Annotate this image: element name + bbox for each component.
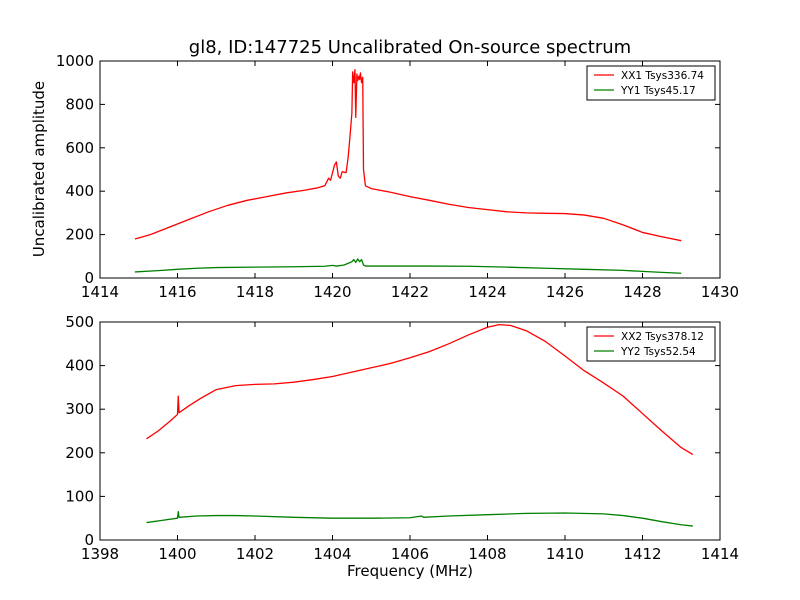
legend: XX1 Tsys336.74 YY1 Tsys45.17 bbox=[586, 65, 716, 101]
x-tick-label: 1426 bbox=[546, 283, 584, 301]
y-tick-label: 0 bbox=[84, 531, 94, 549]
x-tick-label: 1422 bbox=[391, 283, 429, 301]
x-tick-label: 1410 bbox=[546, 545, 584, 563]
x-tick-label: 1414 bbox=[81, 283, 119, 301]
legend-label: YY1 Tsys45.17 bbox=[620, 85, 696, 97]
x-tick-label: 1404 bbox=[313, 545, 351, 563]
legend-label: XX2 Tsys378.12 bbox=[621, 331, 704, 343]
x-tick-label: 1400 bbox=[158, 545, 196, 563]
y-tick-label: 400 bbox=[65, 182, 94, 200]
x-axis-label: Frequency (MHz) bbox=[347, 562, 473, 580]
x-tick-label: 1430 bbox=[701, 283, 739, 301]
y-tick-label: 200 bbox=[65, 226, 94, 244]
y-tick-label: 100 bbox=[65, 487, 94, 505]
series-line-xx2 bbox=[146, 323, 694, 456]
legend-box bbox=[586, 65, 716, 101]
bottom-spectrum-panel: 1398 1400 1402 1404 1406 1408 1410 1412 1414 0 100… bbox=[65, 313, 739, 563]
x-tick-label: 1428 bbox=[623, 283, 661, 301]
y-tick-label: 0 bbox=[84, 269, 94, 287]
series-line-yy1 bbox=[134, 258, 682, 274]
legend: XX2 Tsys378.12 YY2 Tsys52.54 bbox=[586, 326, 716, 362]
y-tick-label: 600 bbox=[65, 139, 94, 157]
y-tick-label: 500 bbox=[65, 313, 94, 331]
legend-label: YY2 Tsys52.54 bbox=[620, 346, 696, 358]
y-tick-label: 400 bbox=[65, 357, 94, 375]
y-tick-label: 300 bbox=[65, 400, 94, 418]
top-spectrum-panel: 1414 1416 1418 1420 1422 1424 1426 1428 1430 0 200… bbox=[56, 52, 739, 301]
chart-title: gl8, ID:147725 Uncalibrated On-source sp… bbox=[189, 37, 631, 58]
x-tick-label: 1416 bbox=[158, 283, 196, 301]
x-tick-label: 1418 bbox=[236, 283, 274, 301]
x-tick-label: 1420 bbox=[313, 283, 351, 301]
series-line-xx1 bbox=[134, 69, 682, 242]
y-tick-label: 200 bbox=[65, 444, 94, 462]
y-tick-label: 800 bbox=[65, 95, 94, 113]
series-line-yy2 bbox=[146, 511, 693, 527]
y-axis-label: Uncalibrated amplitude bbox=[30, 81, 48, 257]
x-tick-label: 1412 bbox=[623, 545, 661, 563]
legend-label: XX1 Tsys336.74 bbox=[621, 70, 704, 82]
x-tick-label: 1402 bbox=[236, 545, 274, 563]
x-tick-label: 1424 bbox=[468, 283, 506, 301]
y-tick-label: 1000 bbox=[56, 52, 94, 70]
x-tick-label: 1406 bbox=[391, 545, 429, 563]
x-tick-label: 1408 bbox=[468, 545, 506, 563]
legend-box bbox=[586, 326, 716, 362]
x-tick-label: 1414 bbox=[701, 545, 739, 563]
x-tick-label: 1398 bbox=[81, 545, 119, 563]
